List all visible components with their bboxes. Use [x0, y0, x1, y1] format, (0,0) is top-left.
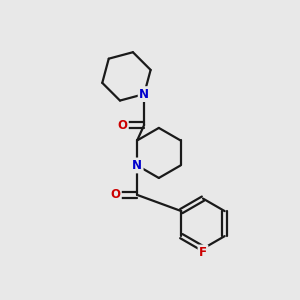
- Text: O: O: [110, 188, 120, 201]
- Text: N: N: [139, 88, 149, 100]
- Text: F: F: [199, 246, 207, 259]
- Text: N: N: [132, 159, 142, 172]
- Text: O: O: [117, 118, 128, 131]
